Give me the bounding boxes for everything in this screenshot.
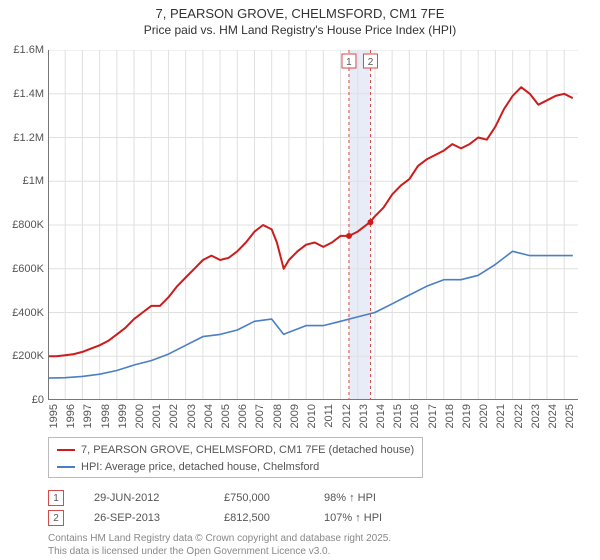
x-tick-label: 2020: [478, 404, 490, 428]
x-tick-label: 2022: [513, 404, 525, 428]
legend: 7, PEARSON GROVE, CHELMSFORD, CM1 7FE (d…: [48, 437, 423, 478]
chart-title: 7, PEARSON GROVE, CHELMSFORD, CM1 7FE: [0, 6, 600, 23]
x-tick-label: 2015: [392, 404, 404, 428]
marker-hpi: 98% ↑ HPI: [324, 492, 434, 504]
x-tick-label: 2023: [530, 404, 542, 428]
chart-subtitle: Price paid vs. HM Land Registry's House …: [0, 23, 600, 39]
marker-price: £750,000: [224, 492, 294, 504]
x-tick-label: 1996: [65, 404, 77, 428]
y-tick-label: £400K: [12, 307, 44, 319]
x-tick-label: 1999: [117, 404, 129, 428]
x-tick-label: 2014: [375, 404, 387, 428]
x-tick-label: 2017: [427, 404, 439, 428]
y-tick-label: £1.6M: [13, 44, 44, 56]
y-tick-label: £1.2M: [13, 132, 44, 144]
marker-index-badge: 1: [48, 490, 64, 506]
y-axis: £0£200K£400K£600K£800K£1M£1.2M£1.4M£1.6M: [0, 50, 46, 400]
x-tick-label: 2011: [323, 404, 335, 428]
x-tick-label: 2016: [409, 404, 421, 428]
x-tick-label: 2001: [151, 404, 163, 428]
x-tick-label: 2004: [203, 404, 215, 428]
marker-price: £812,500: [224, 512, 294, 524]
x-tick-label: 2007: [254, 404, 266, 428]
legend-label: HPI: Average price, detached house, Chel…: [81, 459, 319, 476]
marker-index-badge: 2: [48, 510, 64, 526]
legend-row: 7, PEARSON GROVE, CHELMSFORD, CM1 7FE (d…: [57, 442, 414, 459]
marker-date: 26-SEP-2013: [94, 512, 194, 524]
markers-table: 1 29-JUN-2012 £750,000 98% ↑ HPI 2 26-SEP-201…: [48, 488, 434, 528]
x-tick-label: 2003: [186, 404, 198, 428]
x-tick-label: 2025: [564, 404, 576, 428]
legend-label: 7, PEARSON GROVE, CHELMSFORD, CM1 7FE (d…: [81, 442, 414, 459]
footer-attribution: Contains HM Land Registry data © Crown c…: [48, 533, 391, 558]
marker-hpi: 107% ↑ HPI: [324, 512, 434, 524]
legend-row: HPI: Average price, detached house, Chel…: [57, 459, 414, 476]
y-tick-label: £0: [32, 394, 44, 406]
x-tick-label: 2024: [547, 404, 559, 428]
x-tick-label: 2000: [134, 404, 146, 428]
svg-text:2: 2: [368, 57, 374, 68]
y-tick-label: £1.4M: [13, 88, 44, 100]
plot-area: 12: [48, 50, 578, 400]
footer-line1: Contains HM Land Registry data © Crown c…: [48, 533, 391, 546]
y-tick-label: £600K: [12, 263, 44, 275]
x-tick-label: 1995: [48, 404, 60, 428]
plot-svg: 12: [48, 50, 578, 400]
x-tick-label: 2002: [168, 404, 180, 428]
legend-swatch: [57, 449, 75, 451]
x-tick-label: 2019: [461, 404, 473, 428]
footer-line2: This data is licensed under the Open Gov…: [48, 546, 391, 559]
x-tick-label: 2018: [444, 404, 456, 428]
x-tick-label: 2012: [341, 404, 353, 428]
x-tick-label: 1997: [82, 404, 94, 428]
marker-date: 29-JUN-2012: [94, 492, 194, 504]
marker-row: 1 29-JUN-2012 £750,000 98% ↑ HPI: [48, 488, 434, 508]
chart-title-block: 7, PEARSON GROVE, CHELMSFORD, CM1 7FE Pr…: [0, 0, 600, 38]
y-tick-label: £200K: [12, 350, 44, 362]
chart-container: 7, PEARSON GROVE, CHELMSFORD, CM1 7FE Pr…: [0, 0, 600, 560]
x-tick-label: 1998: [100, 404, 112, 428]
y-tick-label: £800K: [12, 219, 44, 231]
marker-row: 2 26-SEP-2013 £812,500 107% ↑ HPI: [48, 508, 434, 528]
y-tick-label: £1M: [23, 175, 44, 187]
x-tick-label: 2013: [358, 404, 370, 428]
svg-text:1: 1: [346, 57, 352, 68]
x-tick-label: 2005: [220, 404, 232, 428]
x-tick-label: 2010: [306, 404, 318, 428]
x-tick-label: 2009: [289, 404, 301, 428]
x-tick-label: 2021: [495, 404, 507, 428]
legend-swatch: [57, 466, 75, 468]
x-tick-label: 2008: [272, 404, 284, 428]
x-tick-label: 2006: [237, 404, 249, 428]
